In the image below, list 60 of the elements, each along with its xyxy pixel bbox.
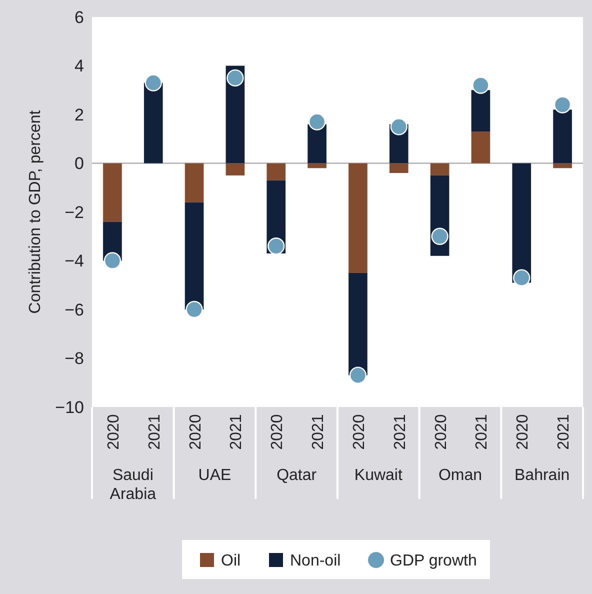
x-tick-label: 2020: [350, 414, 368, 450]
x-tick-label: 2021: [146, 414, 164, 450]
y-tick-label: −6: [64, 300, 84, 320]
y-tick-label: 0: [74, 154, 84, 174]
point: [390, 118, 408, 136]
y-tick-label: 2: [74, 105, 84, 124]
bar: [389, 163, 408, 173]
x-tick-label: 2020: [269, 414, 286, 450]
bar: [348, 272, 368, 376]
bar: [144, 82, 163, 164]
legend-label: Non-oil: [290, 552, 341, 570]
bar: [430, 163, 450, 176]
x-tick-label: 2021: [474, 414, 491, 450]
x-tick-label: 2020: [514, 414, 532, 450]
bar: [553, 163, 572, 168]
bar: [103, 163, 122, 222]
bar: [226, 163, 245, 176]
bar: [471, 90, 490, 132]
point: [186, 300, 203, 318]
bar: [308, 163, 326, 168]
bar: [512, 163, 532, 283]
bar: [348, 163, 368, 273]
point: [472, 76, 490, 94]
bar: [184, 163, 204, 202]
y-axis-title: Contribution to GDP, percent: [27, 110, 44, 314]
y-tick-label: −10: [55, 398, 84, 417]
point: [431, 228, 448, 245]
point: [349, 366, 367, 384]
legend-label: Oil: [221, 552, 241, 570]
point: [308, 113, 326, 130]
text: Kuwait: [354, 467, 403, 484]
point: [104, 252, 122, 270]
y-tick-label: −2: [64, 202, 84, 222]
y-tick-label: 6: [74, 8, 84, 27]
text: Oman: [438, 467, 482, 484]
x-tick-label: 2020: [432, 414, 450, 450]
point: [513, 269, 530, 286]
point: [144, 74, 162, 92]
x-tick-label: 2021: [392, 414, 409, 450]
point: [554, 96, 572, 114]
y-tick-label: 4: [74, 56, 84, 76]
text: Qatar: [276, 467, 318, 484]
y-tick-label: −4: [64, 252, 84, 271]
x-tick-label: 2021: [310, 414, 328, 450]
x-tick-label: 2020: [105, 414, 122, 450]
bar: [471, 132, 490, 164]
bar: [184, 202, 204, 310]
bar: [266, 163, 286, 180]
text: Bahrain: [514, 467, 570, 484]
point: [268, 238, 285, 255]
bar: [553, 110, 572, 164]
bar: [308, 124, 326, 164]
x-tick-label: 2020: [187, 414, 204, 450]
text: Saudi Arabia: [110, 467, 156, 503]
text: UAE: [198, 467, 232, 484]
x-tick-label: 2021: [228, 414, 246, 450]
x-tick-label: 2021: [556, 414, 573, 450]
point: [226, 69, 244, 86]
legend-label: GDP growth: [390, 552, 477, 570]
y-tick-label: −8: [64, 349, 84, 368]
